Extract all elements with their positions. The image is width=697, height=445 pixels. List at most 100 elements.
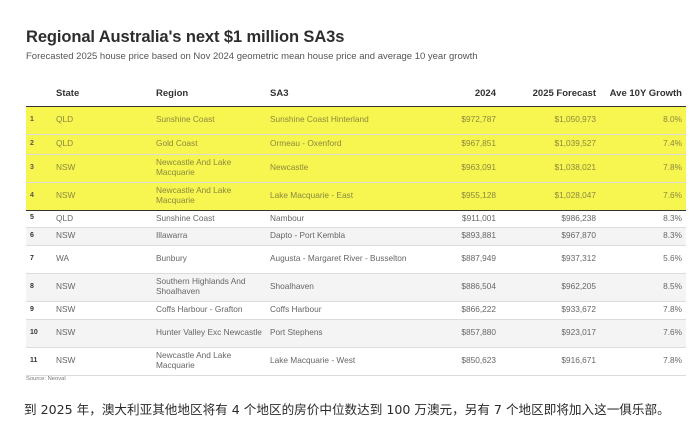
cell-2024: $866,222: [416, 301, 500, 320]
cell-state: WA: [52, 245, 152, 274]
cell-rank: 6: [26, 227, 52, 246]
article-caption: 到 2025 年，澳大利亚其他地区将有 4 个地区的房价中位数达到 100 万澳…: [24, 402, 670, 417]
cell-sa3: Newcastle: [266, 154, 416, 183]
cell-ave-growth: 8.3%: [600, 227, 686, 246]
table-row: 5 QLD Sunshine Coast Nambour $911,001 $986,23…: [26, 210, 686, 228]
cell-sa3: Lake Macquarie - East: [266, 182, 416, 211]
cell-2025-forecast: $1,028,047: [500, 182, 600, 211]
table-row: 7 WA Bunbury Augusta - Margaret River - Bus…: [26, 245, 686, 274]
header-rank: [26, 82, 52, 107]
cell-sa3: Port Stephens: [266, 319, 416, 348]
cell-rank: 5: [26, 210, 52, 228]
cell-2025-forecast: $937,312: [500, 245, 600, 274]
cell-ave-growth: 7.6%: [600, 182, 686, 211]
cell-ave-growth: 7.8%: [600, 301, 686, 320]
table-header-row: State Region SA3 2024 2025 Forecast Ave …: [26, 82, 686, 107]
cell-2024: $893,881: [416, 227, 500, 246]
cell-2024: $972,787: [416, 106, 500, 135]
cell-rank: 4: [26, 182, 52, 211]
cell-region: Newcastle And Lake Macquarie: [152, 154, 266, 183]
cell-region: Newcastle And Lake Macquarie: [152, 347, 266, 376]
header-state: State: [52, 82, 152, 107]
cell-sa3: Dapto - Port Kembla: [266, 227, 416, 246]
cell-state: QLD: [52, 134, 152, 155]
table-row: 6 NSW Illawarra Dapto - Port Kembla $893,881…: [26, 227, 686, 246]
cell-region: Newcastle And Lake Macquarie: [152, 182, 266, 211]
table-row: 11 NSW Newcastle And Lake Macquarie Lake Ma…: [26, 347, 686, 376]
cell-2025-forecast: $1,050,973: [500, 106, 600, 135]
data-table: State Region SA3 2024 2025 Forecast Ave …: [26, 82, 686, 376]
cell-2024: $857,880: [416, 319, 500, 348]
cell-rank: 9: [26, 301, 52, 320]
cell-rank: 11: [26, 347, 52, 376]
cell-rank: 8: [26, 273, 52, 302]
cell-sa3: Augusta - Margaret River - Busselton: [266, 245, 416, 274]
cell-state: NSW: [52, 301, 152, 320]
cell-region: Sunshine Coast: [152, 210, 266, 228]
cell-ave-growth: 7.8%: [600, 347, 686, 376]
cell-state: NSW: [52, 273, 152, 302]
cell-ave-growth: 8.0%: [600, 106, 686, 135]
cell-rank: 1: [26, 106, 52, 135]
table-row: 10 NSW Hunter Valley Exc Newcastle Port Ste…: [26, 319, 686, 348]
cell-rank: 3: [26, 154, 52, 183]
cell-2025-forecast: $1,039,527: [500, 134, 600, 155]
cell-state: NSW: [52, 182, 152, 211]
cell-state: NSW: [52, 319, 152, 348]
cell-2025-forecast: $986,238: [500, 210, 600, 228]
cell-state: QLD: [52, 106, 152, 135]
cell-2024: $850,623: [416, 347, 500, 376]
cell-sa3: Shoalhaven: [266, 273, 416, 302]
cell-2024: $963,091: [416, 154, 500, 183]
cell-region: Southern Highlands And Shoalhaven: [152, 273, 266, 302]
cell-state: NSW: [52, 227, 152, 246]
cell-2024: $967,851: [416, 134, 500, 155]
cell-2025-forecast: $967,870: [500, 227, 600, 246]
cell-2025-forecast: $923,017: [500, 319, 600, 348]
chart-card: Regional Australia's next $1 million SA3…: [10, 14, 690, 396]
cell-sa3: Lake Macquarie - West: [266, 347, 416, 376]
cell-2025-forecast: $962,205: [500, 273, 600, 302]
cell-region: Bunbury: [152, 245, 266, 274]
table-row: 3 NSW Newcastle And Lake Macquarie Newcastl…: [26, 154, 686, 183]
source-note: Source: Neoval: [26, 376, 66, 382]
header-ave-growth: Ave 10Y Growth: [600, 82, 686, 107]
cell-rank: 2: [26, 134, 52, 155]
cell-region: Illawarra: [152, 227, 266, 246]
cell-ave-growth: 5.6%: [600, 245, 686, 274]
cell-ave-growth: 8.3%: [600, 210, 686, 228]
cell-sa3: Coffs Harbour: [266, 301, 416, 320]
cell-ave-growth: 7.6%: [600, 319, 686, 348]
cell-rank: 7: [26, 245, 52, 274]
table-row: 8 NSW Southern Highlands And Shoalhaven Sho…: [26, 273, 686, 302]
cell-sa3: Sunshine Coast Hinterland: [266, 106, 416, 135]
cell-ave-growth: 7.4%: [600, 134, 686, 155]
cell-2024: $911,001: [416, 210, 500, 228]
header-sa3: SA3: [266, 82, 416, 107]
cell-2025-forecast: $916,671: [500, 347, 600, 376]
table-row: 4 NSW Newcastle And Lake Macquarie Lake Mac…: [26, 182, 686, 211]
cell-state: NSW: [52, 154, 152, 183]
cell-2024: $887,949: [416, 245, 500, 274]
cell-2024: $955,128: [416, 182, 500, 211]
cell-state: NSW: [52, 347, 152, 376]
table-row: 9 NSW Coffs Harbour - Grafton Coffs Harbour…: [26, 301, 686, 320]
cell-ave-growth: 7.8%: [600, 154, 686, 183]
data-table-wrapper: State Region SA3 2024 2025 Forecast Ave …: [26, 82, 686, 376]
table-row: 1 QLD Sunshine Coast Sunshine Coast Hinterl…: [26, 106, 686, 135]
cell-ave-growth: 8.5%: [600, 273, 686, 302]
cell-region: Sunshine Coast: [152, 106, 266, 135]
header-2024: 2024: [416, 82, 500, 107]
table-body: 1 QLD Sunshine Coast Sunshine Coast Hinterl…: [26, 106, 686, 376]
cell-2025-forecast: $1,038,021: [500, 154, 600, 183]
cell-sa3: Nambour: [266, 210, 416, 228]
cell-2024: $886,504: [416, 273, 500, 302]
header-2025-forecast: 2025 Forecast: [500, 82, 600, 107]
cell-sa3: Ormeau - Oxenford: [266, 134, 416, 155]
table-row: 2 QLD Gold Coast Ormeau - Oxenford $967,851 $…: [26, 134, 686, 155]
chart-subtitle: Forecasted 2025 house price based on Nov…: [26, 51, 478, 62]
chart-title: Regional Australia's next $1 million SA3…: [26, 28, 345, 46]
cell-state: QLD: [52, 210, 152, 228]
cell-rank: 10: [26, 319, 52, 348]
cell-region: Gold Coast: [152, 134, 266, 155]
